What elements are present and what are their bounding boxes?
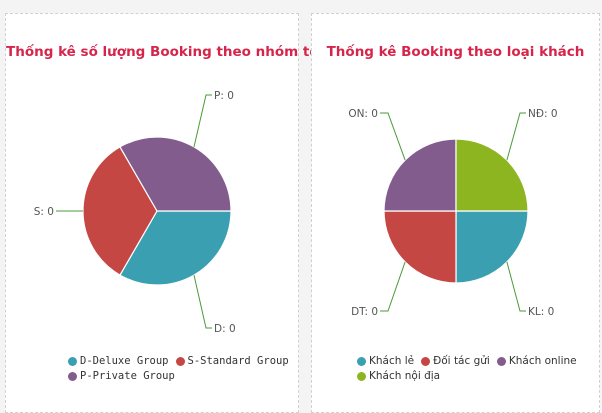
legend-item-private[interactable]: P-Private Group — [68, 369, 175, 384]
pie-chart-customer-type: KL: 0 DT: 0 ON: 0 NĐ: 0 — [348, 108, 558, 318]
pie-slice-doi-tac-gui[interactable] — [383, 210, 457, 284]
legend-label-khach-le: Khách lẻ — [369, 355, 415, 367]
legend-label-khach-noi-dia: Khách nội địa — [369, 370, 441, 382]
leader-line-khach-noi-dia — [506, 112, 526, 161]
legend-customer-type: Khách lẻ Đối tác gửi Khách online Khách … — [357, 354, 584, 384]
pie-slice-private[interactable] — [119, 136, 232, 212]
legend-dot-standard — [175, 357, 185, 366]
leader-line-doi-tac-gui — [380, 261, 406, 312]
legend-dot-private — [68, 372, 77, 381]
legend-item-doi-tac-gui[interactable]: Đối tác gửi — [421, 354, 490, 369]
legend-label-private: P-Private Group — [80, 370, 175, 382]
legend-dot-khach-le — [357, 357, 366, 366]
legend-dot-doi-tac-gui — [421, 357, 431, 366]
legend-item-standard[interactable]: S-Standard Group — [175, 354, 289, 369]
legend-label-deluxe: D-Deluxe Group — [80, 355, 169, 367]
slice-label-khach-noi-dia: NĐ: 0 — [528, 108, 558, 120]
slice-label-doi-tac-gui: DT: 0 — [351, 306, 378, 318]
legend-item-khach-online[interactable]: Khách online — [496, 354, 577, 369]
slice-label-deluxe: D: 0 — [214, 323, 236, 335]
legend-item-khach-le[interactable]: Khách lẻ — [357, 354, 414, 369]
leader-line-khach-online — [380, 112, 406, 161]
legend-item-deluxe[interactable]: D-Deluxe Group — [68, 354, 169, 369]
pie-chart-tour-group: D: 0 S: 0 P: 0 — [34, 90, 236, 335]
slice-label-khach-online: ON: 0 — [348, 108, 378, 120]
leader-line-private — [193, 94, 212, 148]
legend-dot-deluxe — [68, 357, 77, 366]
chart-panel-tour-group: Thống kê số lượng Booking theo nhóm tour… — [5, 13, 335, 413]
legend-dot-khach-online — [496, 357, 506, 366]
legend-label-khach-online: Khách online — [508, 355, 577, 367]
slice-label-khach-le: KL: 0 — [528, 306, 554, 318]
pie-slice-khach-online[interactable] — [383, 138, 457, 212]
legend-item-khach-noi-dia[interactable]: Khách nội địa — [357, 369, 440, 384]
slice-label-standard: S: 0 — [34, 206, 54, 218]
chart-title-tour-group: Thống kê số lượng Booking theo nhóm tour — [6, 44, 335, 60]
legend-label-doi-tac-gui: Đối tác gửi — [433, 355, 490, 367]
pie-slice-khach-le[interactable] — [455, 210, 529, 284]
pie-slice-deluxe[interactable] — [119, 210, 232, 286]
chart-title-customer-type: Thống kê Booking theo loại khách — [326, 44, 585, 60]
legend-dot-khach-noi-dia — [357, 372, 366, 381]
legend-label-standard: S-Standard Group — [187, 355, 289, 367]
legend-tour-group: D-Deluxe Group S-Standard Group P-Privat… — [68, 354, 296, 384]
pie-slice-khach-noi-dia[interactable] — [455, 138, 529, 212]
leader-line-khach-le — [506, 261, 526, 312]
chart-panel-customer-type: Thống kê Booking theo loại khách KL: 0 DT… — [311, 13, 600, 413]
leader-line-deluxe — [193, 274, 212, 329]
slice-label-private: P: 0 — [214, 90, 234, 102]
